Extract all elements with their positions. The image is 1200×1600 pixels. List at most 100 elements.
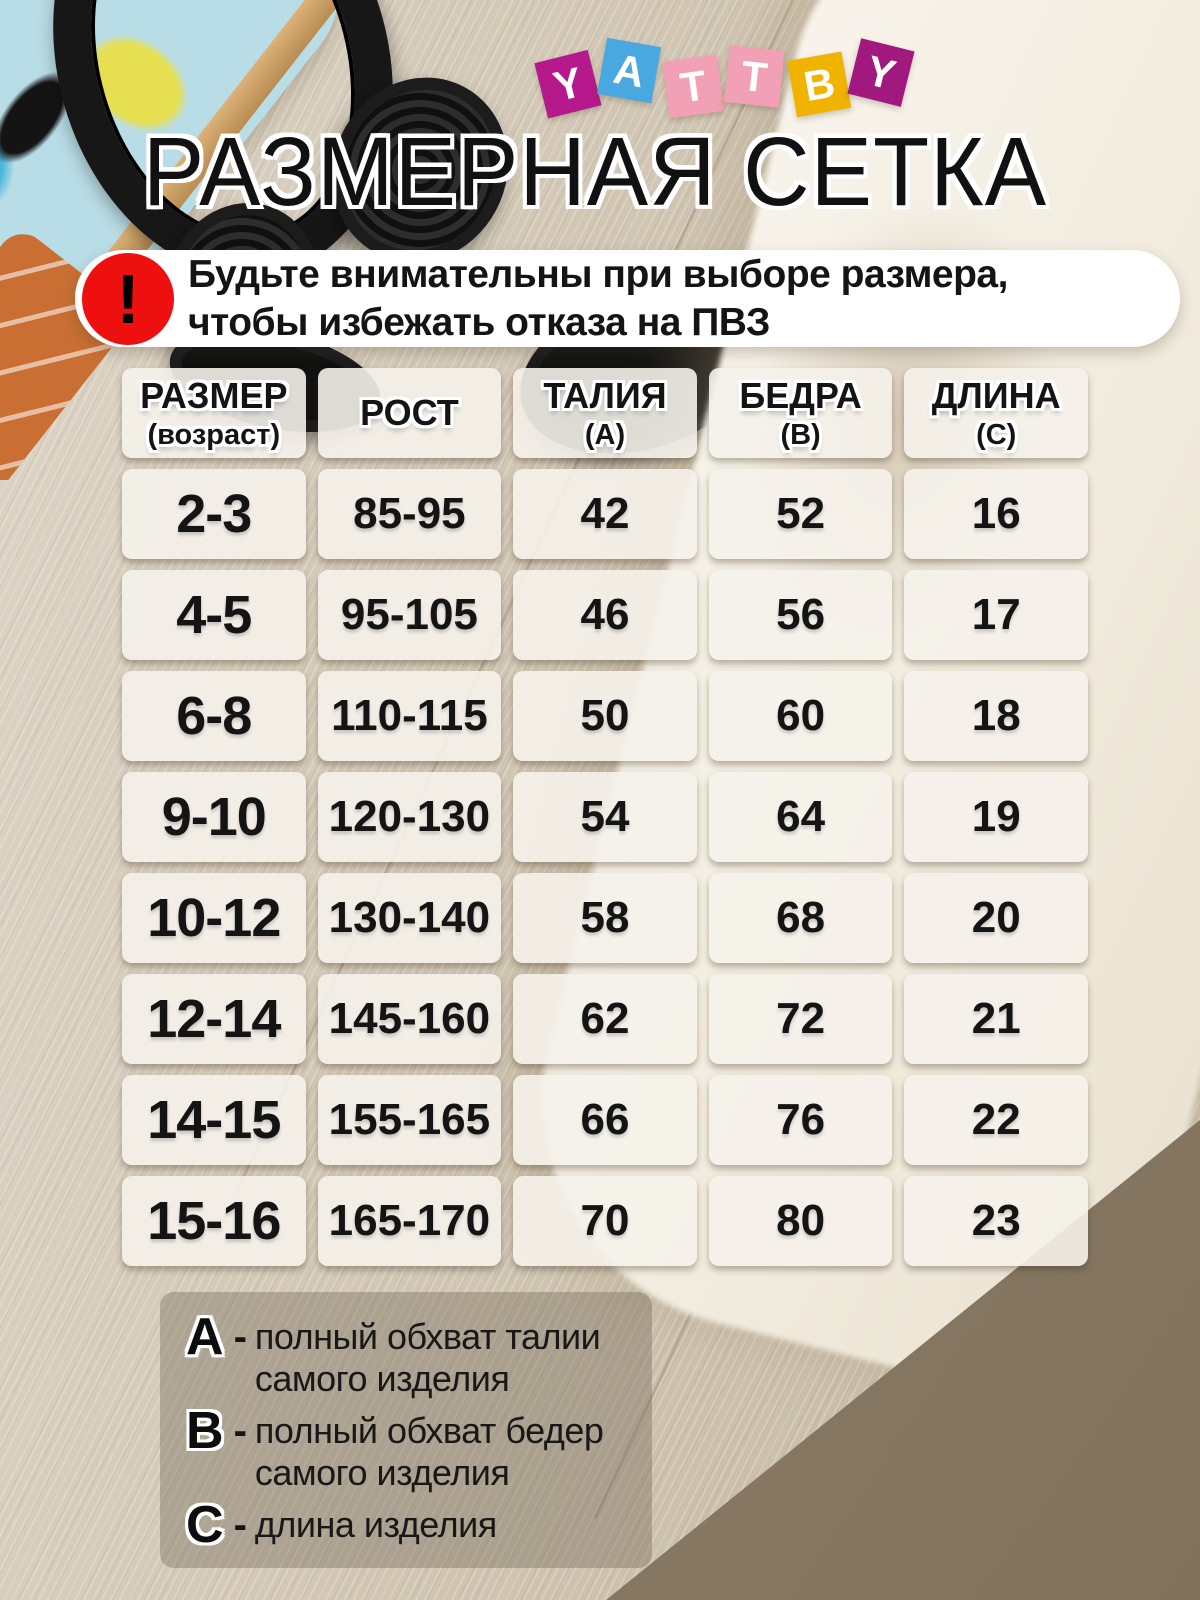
header-label: ТАЛИЯ: [543, 374, 667, 416]
table-cell: 2-3: [122, 469, 306, 559]
table-cell: 76: [708, 1075, 893, 1165]
age-value: 9-10: [161, 787, 267, 847]
legend-letter: C: [186, 1496, 224, 1554]
table-cell: 22: [904, 1075, 1088, 1165]
waist-value: 62: [580, 994, 630, 1043]
warning-line2: чтобы избежать отказа на ПВЗ: [188, 300, 770, 344]
table-cell: 130-140: [317, 873, 502, 963]
table-cell: 110-115: [317, 671, 502, 761]
brand-letter-tile: B: [787, 51, 852, 118]
length-value: 19: [971, 792, 1021, 841]
warning-icon: !: [82, 252, 174, 345]
table-cell: 52: [708, 469, 893, 559]
table-cell: 19: [904, 772, 1088, 862]
legend-dash: -: [233, 1315, 247, 1359]
brand-letter-tile: T: [723, 45, 785, 108]
legend-item-c: C - длина изделия: [186, 1496, 628, 1554]
table-cell: 60: [708, 671, 893, 761]
header-label: БЕДРА: [739, 374, 862, 416]
legend-dash: -: [233, 1409, 247, 1453]
height-value: 130-140: [328, 893, 491, 942]
table-cell: 16: [904, 469, 1088, 559]
length-value: 23: [971, 1196, 1021, 1245]
warning-text: Будьте внимательны при выборе размера, ч…: [188, 251, 1008, 346]
table-cell: 68: [708, 873, 893, 963]
column-header-height: РОСТ: [317, 368, 502, 458]
table-cell: 6-8: [122, 671, 306, 761]
legend-text-line1: полный обхват талии: [254, 1316, 601, 1357]
waist-value: 54: [580, 792, 630, 841]
brand-logo: Y A T T B Y: [534, 37, 915, 119]
waist-value: 66: [580, 1095, 630, 1144]
page-title: РАЗМЕРНАЯ СЕТКА: [142, 117, 1048, 227]
table-cell: 58: [513, 873, 697, 963]
legend-text: длина изделия: [255, 1504, 497, 1546]
column-header-length: ДЛИНА (С): [904, 368, 1088, 458]
table-cell: 15-16: [122, 1176, 306, 1266]
legend-text-line1: длина изделия: [254, 1504, 497, 1545]
warning-banner: ! Будьте внимательны при выборе размера,…: [75, 250, 1180, 347]
header-sublabel: (возраст): [147, 418, 281, 451]
length-value: 16: [971, 489, 1021, 538]
column-header-size: РАЗМЕР (возраст): [122, 368, 306, 458]
brand-letter-tile: T: [661, 54, 725, 119]
table-cell: 120-130: [317, 772, 502, 862]
height-value: 110-115: [331, 691, 488, 740]
age-value: 10-12: [147, 888, 281, 948]
brand-letter-tile: Y: [847, 38, 915, 107]
legend-text: полный обхват бедер самого изделия: [254, 1410, 604, 1494]
table-cell: 66: [513, 1075, 697, 1165]
warning-line1: Будьте внимательны при выборе размера,: [188, 252, 1008, 296]
table-cell: 14-15: [122, 1075, 306, 1165]
brand-letter-tile: A: [597, 37, 662, 104]
table-cell: 4-5: [122, 570, 306, 660]
table-cell: 54: [513, 772, 697, 862]
table-cell: 70: [513, 1176, 697, 1266]
length-value: 18: [971, 691, 1021, 740]
table-cell: 64: [708, 772, 893, 862]
legend-text-line2: самого изделия: [254, 1452, 510, 1493]
hips-value: 60: [776, 691, 826, 740]
hips-value: 80: [776, 1196, 826, 1245]
length-value: 17: [971, 590, 1021, 639]
table-cell: 95-105: [317, 570, 502, 660]
table-cell: 85-95: [317, 469, 502, 559]
age-value: 14-15: [147, 1090, 281, 1150]
legend-item-b: B - полный обхват бедер самого изделия: [186, 1402, 628, 1494]
length-value: 22: [971, 1095, 1021, 1144]
hips-value: 72: [776, 994, 826, 1043]
table-cell: 42: [513, 469, 697, 559]
length-value: 20: [971, 893, 1021, 942]
waist-value: 70: [580, 1196, 630, 1245]
waist-value: 58: [580, 893, 630, 942]
legend-letter: A: [186, 1308, 224, 1366]
table-cell: 165-170: [317, 1176, 502, 1266]
column-header-waist: ТАЛИЯ (А): [513, 368, 697, 458]
table-cell: 62: [513, 974, 697, 1064]
hips-value: 56: [776, 590, 826, 639]
height-value: 155-165: [328, 1095, 491, 1144]
table-cell: 56: [708, 570, 893, 660]
measurement-legend: A - полный обхват талии самого изделия B…: [160, 1292, 652, 1568]
table-cell: 21: [904, 974, 1088, 1064]
table-cell: 18: [904, 671, 1088, 761]
legend-text-line2: самого изделия: [254, 1358, 510, 1399]
hips-value: 76: [776, 1095, 826, 1144]
height-value: 85-95: [353, 489, 466, 538]
table-cell: 12-14: [122, 974, 306, 1064]
header-sublabel: (А): [584, 418, 626, 451]
legend-dash: -: [233, 1503, 247, 1547]
table-cell: 50: [513, 671, 697, 761]
size-table: РАЗМЕР (возраст) РОСТ ТАЛИЯ (А) БЕДРА (В…: [122, 368, 1088, 1266]
table-cell: 17: [904, 570, 1088, 660]
height-value: 145-160: [328, 994, 491, 1043]
age-value: 12-14: [147, 989, 281, 1049]
waist-value: 46: [580, 590, 630, 639]
table-cell: 145-160: [317, 974, 502, 1064]
table-cell: 80: [708, 1176, 893, 1266]
legend-letter: B: [186, 1402, 224, 1460]
table-cell: 20: [904, 873, 1088, 963]
table-cell: 9-10: [122, 772, 306, 862]
table-cell: 10-12: [122, 873, 306, 963]
age-value: 6-8: [176, 686, 252, 746]
